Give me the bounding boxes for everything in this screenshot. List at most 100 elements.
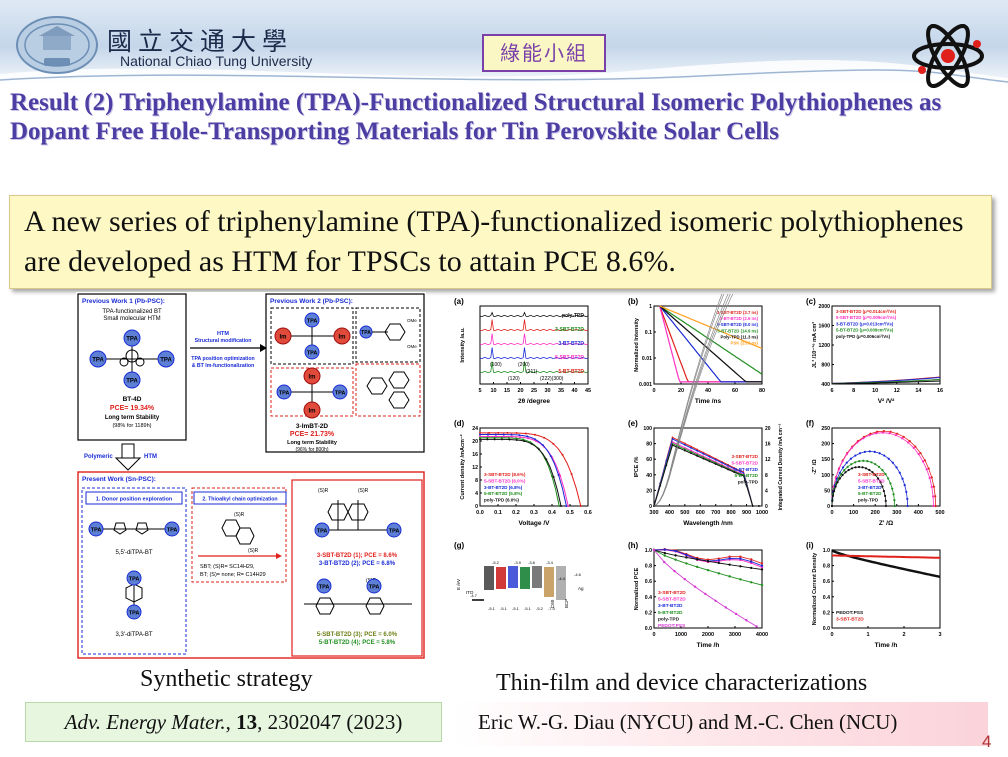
data-point: [831, 499, 834, 503]
page-number: 4: [982, 732, 992, 751]
legend-entry: poly-TPD: [738, 480, 759, 485]
x-tick-label: 20: [678, 388, 684, 394]
data-point: [551, 475, 553, 478]
energy-value: -5.1: [500, 606, 508, 611]
legend-entry: poly-TPD (6.0%): [484, 498, 519, 503]
data-point: [854, 466, 857, 469]
energy-value: -5.2: [536, 606, 544, 611]
data-point: [533, 438, 536, 441]
prev2-title: Previous Work 2 (Pb-PSC):: [270, 298, 353, 305]
legend-entry: 3-SBT-BT2D: [731, 454, 758, 459]
x-tick-label: 0.5: [566, 510, 574, 516]
svg-text:Im: Im: [308, 375, 315, 381]
data-point: [530, 442, 533, 445]
series-line: [832, 554, 940, 559]
data-point: [882, 430, 885, 433]
data-point: [663, 548, 666, 551]
data-point: [874, 463, 877, 466]
legend-entry: PEDOT:PSS: [836, 610, 864, 616]
energy-value: -3.4: [546, 560, 554, 565]
svg-text:BT; (S)= none; R= C14H29: BT; (S)= none; R= C14H29: [200, 572, 266, 578]
svg-text:TPA: TPA: [129, 577, 140, 583]
svg-text:TPA: TPA: [167, 528, 178, 534]
data-point: [570, 473, 573, 476]
legend-entry: 5-SBT-BT2D: [658, 597, 686, 603]
data-point: [858, 452, 862, 455]
data-point: [683, 449, 686, 452]
data-point: [856, 441, 859, 444]
data-point: [930, 476, 933, 479]
series-line: [479, 311, 589, 318]
data-point: [665, 464, 668, 467]
energy-band: [484, 566, 494, 590]
y-tick-label: 0.0: [645, 626, 652, 632]
data-point: [750, 566, 753, 570]
tpa-node: TPA: [89, 350, 107, 368]
data-point: [862, 459, 865, 462]
tpa-node: TPA: [386, 522, 402, 538]
data-point: [739, 565, 742, 568]
data-point: [702, 452, 705, 455]
data-point: [891, 487, 894, 490]
energy-value: -3.8: [528, 560, 536, 565]
y-tick-label: 800: [821, 363, 830, 369]
energy-band: [532, 566, 542, 588]
group-badge: 綠能小組: [482, 34, 606, 72]
polymeric-arrow: Polymeric HTM: [84, 443, 157, 471]
data-point: [733, 467, 736, 470]
data-point: [663, 560, 666, 564]
energy-value: -4.7: [470, 593, 478, 598]
data-point: [889, 482, 892, 485]
x-axis-label: Z' /Ω: [879, 520, 893, 527]
x-tick-label: 10: [872, 388, 878, 394]
legend-entry: 5-SBT-BT2D (6.0%): [484, 478, 526, 483]
x-tick-label: 8: [852, 388, 855, 394]
y-axis-label: Intensity /a.u.: [460, 327, 466, 363]
data-point: [502, 433, 505, 436]
x-tick-label: 300: [649, 510, 658, 516]
svg-text:Im: Im: [279, 335, 286, 341]
series-line: [480, 437, 560, 507]
data-point: [887, 477, 890, 480]
tpa-node: TPA: [359, 325, 373, 339]
data-point: [519, 436, 522, 439]
legend-entry: 3-SBT-BT2D: [836, 617, 864, 623]
data-point: [479, 431, 481, 434]
panel-c: (c) V² /V² JL³ /10⁻¹⁶ mA cm³ 6 8 10 12 14 16 2000…: [806, 297, 943, 405]
legend-entry: 3-SBT-BT2D (3.7 ns): [717, 310, 759, 315]
panel-label: (i): [806, 541, 814, 550]
data-point: [845, 461, 848, 464]
data-point: [906, 504, 909, 508]
panel-a: (a) 2θ /degree Intensity /a.u. 5 10 15 20 25 30 3…: [454, 297, 591, 405]
data-point: [696, 558, 699, 561]
y-tick-label: 1.0: [823, 548, 830, 554]
panel-label: (d): [454, 419, 465, 428]
x-tick-label: 2: [902, 632, 905, 638]
data-point: [925, 468, 928, 471]
data-point: [932, 485, 936, 488]
data-point: [702, 457, 705, 460]
tpa-node: TPA: [314, 522, 330, 538]
legend-entry: 3-BT-BT2D: [735, 467, 759, 472]
svg-text:OMe: OMe: [407, 344, 417, 349]
data-point: [557, 473, 560, 476]
data-point: [543, 436, 546, 439]
energy-value: -7.0: [548, 606, 556, 611]
energy-value: -5.1: [488, 606, 496, 611]
data-point: [683, 577, 686, 581]
y-tick-label: 0.01: [642, 356, 652, 362]
y-tick-label: 0.1: [645, 330, 652, 336]
series-line: [479, 361, 589, 374]
data-point: [745, 619, 748, 622]
y-tick-label: 0: [475, 504, 478, 510]
prev2-stability: Long term Stability: [287, 440, 338, 446]
y-tick-label: 0.6: [645, 579, 652, 585]
im-node: Im: [303, 367, 321, 385]
data-point: [874, 473, 877, 477]
data-point: [902, 435, 905, 438]
data-point: [898, 471, 901, 474]
svg-text:Im: Im: [308, 409, 315, 415]
data-point: [486, 433, 489, 436]
data-point: [934, 504, 937, 508]
data-point: [887, 457, 890, 460]
